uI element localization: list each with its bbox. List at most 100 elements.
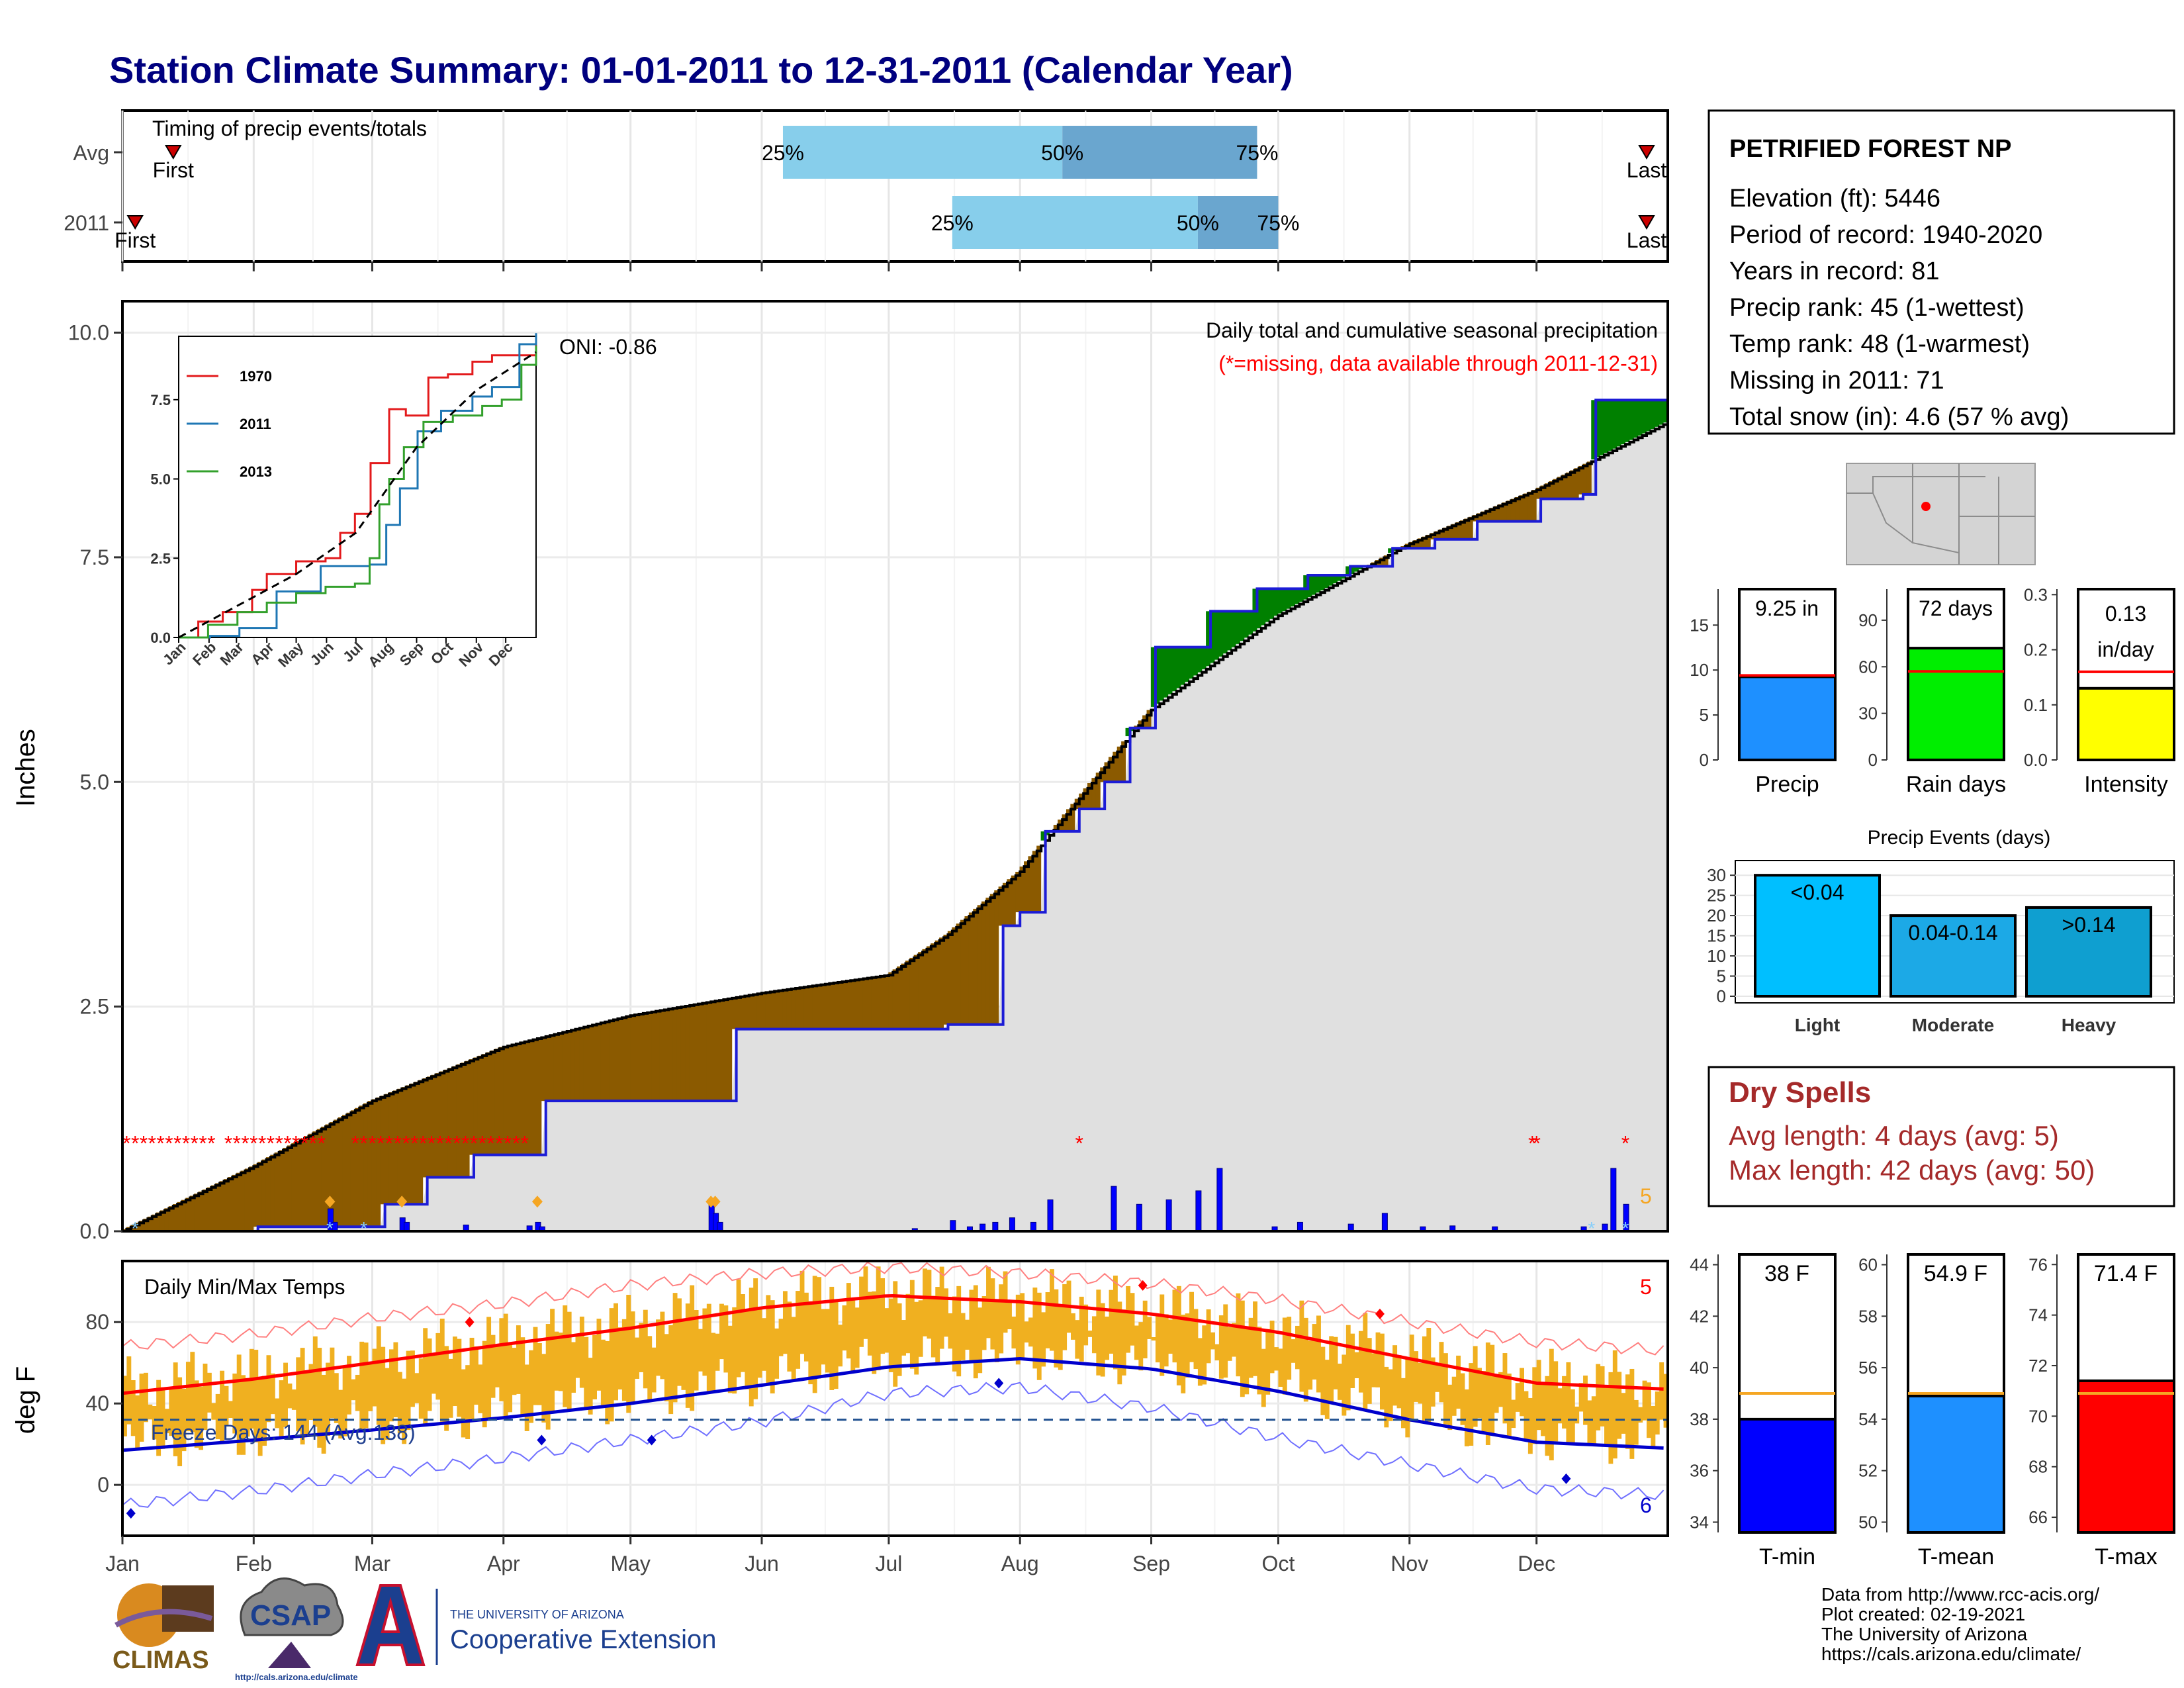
month-tick-label: May: [610, 1552, 650, 1575]
daily-temp-bar: [448, 1358, 453, 1418]
daily-temp-bar: [461, 1369, 466, 1438]
precip-deficit-area: [159, 1210, 165, 1231]
precip-summary-ytick-label: 0.2: [2024, 640, 2048, 660]
precip-deficit-area: [443, 1069, 449, 1178]
precip-deficit-area: [1113, 751, 1118, 782]
precip-surplus-area: [1210, 611, 1215, 663]
daily-temp-bar: [575, 1335, 580, 1378]
csap-logo-text: CSAP: [250, 1599, 331, 1632]
precip-deficit-area: [643, 1012, 648, 1102]
precip-summary-ytick-label: 10: [1690, 660, 1709, 680]
ua-big-text: Cooperative Extension: [450, 1625, 716, 1654]
precip-ylabel: Inches: [11, 729, 40, 807]
last-event-label: Last: [1627, 228, 1667, 252]
dry-spells-avg: Avg length: 4 days (avg: 5): [1729, 1120, 2059, 1151]
daily-temp-bar: [406, 1350, 411, 1430]
daily-temp-bar: [651, 1347, 657, 1393]
precip-surplus-area: [1193, 647, 1198, 676]
precip-deficit-area: [477, 1055, 482, 1155]
daily-temp-bar: [741, 1294, 745, 1372]
daily-temp-bar: [909, 1280, 915, 1369]
daily-temp-bar: [524, 1364, 529, 1431]
precip-deficit-area: [1409, 541, 1414, 549]
precip-deficit-area: [1379, 557, 1385, 567]
daily-temp-bar: [537, 1342, 542, 1405]
daily-temp-bar: [1236, 1293, 1241, 1377]
daily-temp-bar: [1371, 1353, 1377, 1387]
month-tick-label: Apr: [487, 1552, 520, 1575]
daily-precip-bar: [1111, 1186, 1117, 1232]
daily-temp-bar: [1566, 1362, 1571, 1445]
daily-temp-bar: [376, 1326, 381, 1425]
precip-deficit-area: [647, 1011, 652, 1102]
precip-deficit-area: [638, 1013, 643, 1102]
month-axis: Jan Feb Mar Apr May Jun Jul Aug Sep Oct Nov Dec: [105, 261, 1555, 1575]
precip-deficit-area: [841, 981, 846, 1029]
precip-deficit-area: [715, 1000, 720, 1102]
precip-surplus-area: [1248, 611, 1253, 635]
record-max-line: [122, 1261, 1664, 1356]
daily-temp-bar: [224, 1385, 229, 1427]
daily-temp-bar: [1430, 1357, 1435, 1407]
daily-temp-bar: [978, 1307, 983, 1374]
precip-deficit-area: [338, 1117, 343, 1227]
temp-summary-value-label: 71.4 F: [2094, 1261, 2158, 1286]
precip-deficit-area: [185, 1197, 191, 1231]
missing-day-marker: *: [504, 1131, 512, 1155]
daily-temp-bar: [473, 1346, 478, 1405]
daily-temp-bar: [1062, 1284, 1068, 1350]
precip-count-label: 5: [1640, 1184, 1652, 1208]
temp-panel-label: Daily Min/Max Temps: [144, 1275, 345, 1299]
missing-day-marker: *: [199, 1131, 206, 1155]
daily-temp-bar: [1312, 1324, 1317, 1380]
precip-deficit-area: [469, 1059, 474, 1155]
precip-deficit-area: [325, 1124, 330, 1227]
daily-precip-bar: [1030, 1221, 1036, 1232]
precip-deficit-area: [994, 890, 999, 1025]
precip-deficit-area: [376, 1097, 381, 1227]
daily-precip-bar: [1195, 1190, 1202, 1232]
daily-temp-bar: [1333, 1336, 1338, 1389]
daily-temp-bar: [854, 1307, 860, 1368]
precip-deficit-area: [694, 1004, 699, 1102]
missing-day-marker: *: [292, 1131, 300, 1155]
missing-day-marker: *: [461, 1131, 469, 1155]
precip-summary-ytick-label: 30: [1858, 704, 1878, 724]
timing-pct-label: 50%: [1177, 211, 1219, 235]
precip-deficit-area: [1108, 757, 1113, 782]
precip-deficit-area: [1003, 882, 1008, 926]
daily-temp-bar: [592, 1335, 597, 1399]
missing-day-marker: *: [470, 1131, 478, 1155]
precip-events-ytick-label: 30: [1707, 865, 1726, 885]
daily-temp-bar: [1451, 1376, 1457, 1416]
daily-temp-bar: [656, 1319, 660, 1376]
precip-deficit-area: [1515, 496, 1520, 522]
daily-temp-bar: [249, 1348, 254, 1429]
precip-surplus-area: [1282, 588, 1287, 612]
daily-temp-bar: [715, 1333, 720, 1371]
precip-deficit-area: [981, 901, 987, 1025]
precip-surplus-area: [1277, 588, 1283, 614]
precip-ytick-label: 0.0: [80, 1219, 109, 1243]
daily-temp-bar: [614, 1303, 618, 1401]
precip-deficit-area: [1434, 531, 1439, 539]
daily-temp-bar: [799, 1270, 805, 1354]
precip-deficit-area: [257, 1162, 263, 1227]
daily-temp-bar: [1532, 1367, 1537, 1444]
precip-deficit-area: [702, 1002, 707, 1102]
record-min-marker: [994, 1378, 1004, 1389]
precip-surplus-area: [1642, 400, 1647, 434]
temp-summary-ytick-label: 76: [2028, 1254, 2048, 1274]
snow-day-marker: *: [1588, 1218, 1595, 1239]
precip-surplus-area: [1206, 611, 1211, 667]
daily-temp-bar: [287, 1383, 293, 1409]
daily-temp-bar: [257, 1379, 263, 1456]
daily-temp-bar: [1511, 1399, 1516, 1429]
csap-logo: CSAP http://cals.arizona.edu/climate: [235, 1577, 358, 1682]
precip-surplus-area: [1227, 611, 1232, 651]
precip-deficit-area: [1079, 793, 1084, 809]
daily-temp-bar: [1176, 1286, 1181, 1385]
precip-summary-ytick-label: 0.0: [2024, 750, 2048, 770]
daily-temp-bar: [1121, 1309, 1126, 1376]
precip-deficit-area: [1438, 529, 1443, 539]
